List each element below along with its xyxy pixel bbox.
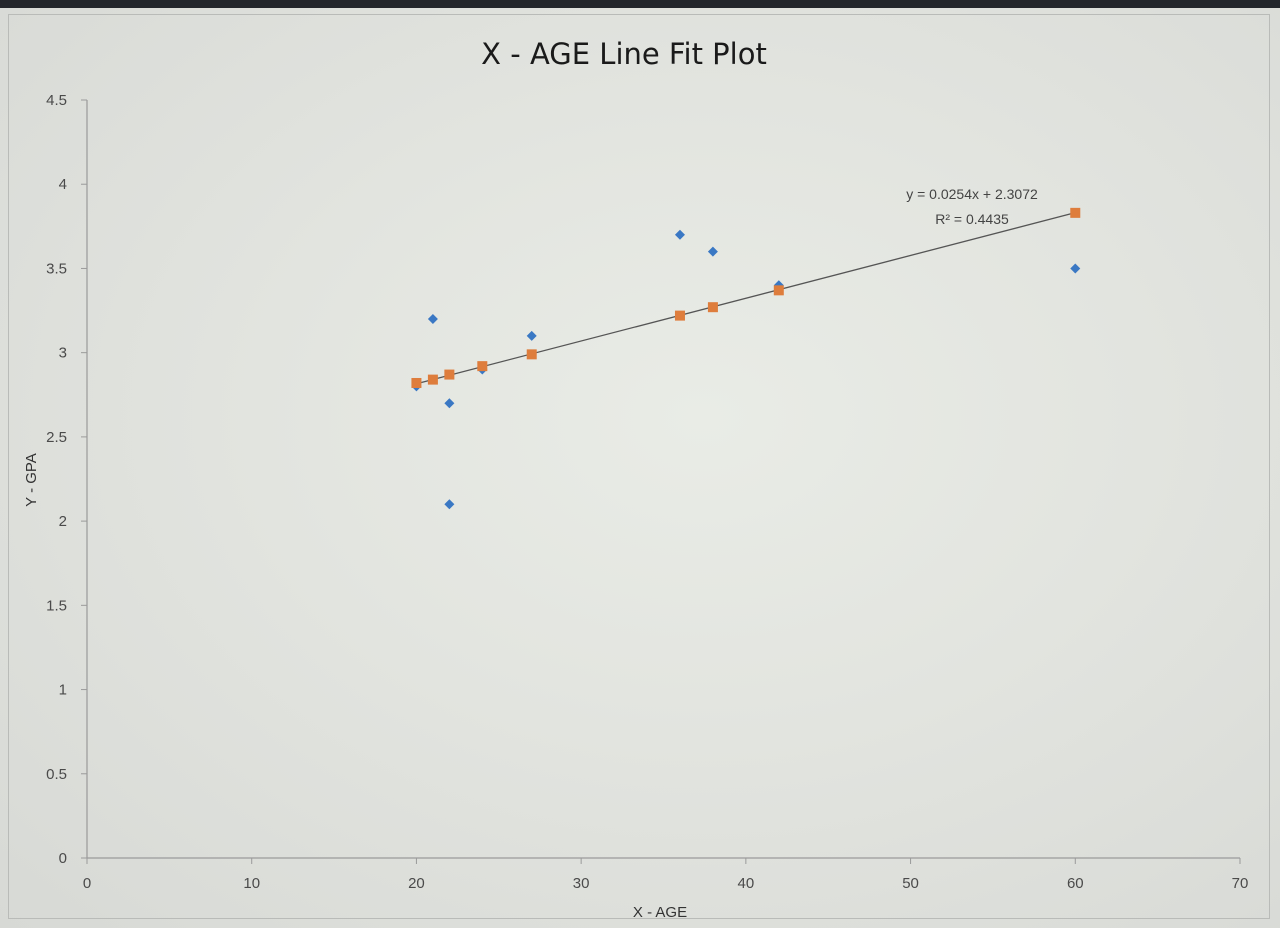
y-axis-ticks: 0 0.5 1 1.5 2 2.5 3 3.5 4 4.5: [46, 92, 87, 867]
monitor-bezel: [0, 0, 1280, 8]
x-tick-label: 0: [83, 875, 91, 892]
data-point-square: [477, 361, 488, 372]
data-point-diamond: [444, 398, 455, 409]
trendline-group: y = 0.0254x + 2.3072 R² = 0.4435: [416, 186, 1076, 385]
series-actual-points: [411, 229, 1081, 510]
y-tick-label: 4: [59, 176, 67, 193]
data-point-diamond: [707, 246, 718, 257]
data-point-square: [674, 310, 685, 321]
y-tick-label: 4.5: [46, 92, 67, 109]
series-predicted-points: [411, 207, 1081, 388]
x-tick-label: 70: [1232, 875, 1249, 892]
y-tick-label: 0.5: [46, 766, 67, 783]
axes: 0 0.5 1 1.5 2 2.5 3 3.5 4 4.5 0 10 20 30 40 50 60 70: [46, 92, 1248, 892]
x-tick-label: 30: [573, 875, 590, 892]
x-tick-label: 40: [738, 875, 755, 892]
chart-frame: [8, 14, 1270, 919]
trendline: [416, 212, 1076, 385]
x-tick-label: 50: [902, 875, 919, 892]
data-point-diamond: [526, 330, 537, 341]
chart-title: X - AGE Line Fit Plot: [481, 37, 767, 71]
y-tick-label: 0: [59, 850, 67, 867]
x-tick-label: 60: [1067, 875, 1084, 892]
data-point-diamond: [444, 499, 455, 510]
data-point-square: [707, 302, 718, 313]
y-tick-label: 1.5: [46, 597, 67, 614]
data-point-diamond: [427, 313, 438, 324]
y-tick-label: 3: [59, 345, 67, 362]
y-tick-label: 3.5: [46, 260, 67, 277]
trendline-equation: y = 0.0254x + 2.3072: [906, 186, 1038, 202]
y-tick-label: 1: [59, 682, 67, 699]
trendline-r-squared: R² = 0.4435: [935, 211, 1009, 227]
data-point-square: [444, 369, 455, 380]
x-tick-label: 20: [408, 875, 425, 892]
x-tick-label: 10: [243, 875, 260, 892]
x-axis-title: X - AGE: [633, 904, 687, 921]
x-axis-ticks: 0 10 20 30 40 50 60 70: [83, 858, 1249, 892]
data-point-square: [526, 349, 537, 360]
data-point-square: [427, 374, 438, 385]
data-point-square: [411, 377, 422, 388]
data-point-diamond: [674, 229, 685, 240]
data-point-square: [773, 285, 784, 296]
y-tick-label: 2.5: [46, 429, 67, 446]
data-point-square: [1070, 207, 1081, 218]
y-axis-title: Y - GPA: [23, 453, 40, 507]
data-point-diamond: [1070, 263, 1081, 274]
y-tick-label: 2: [59, 513, 67, 530]
